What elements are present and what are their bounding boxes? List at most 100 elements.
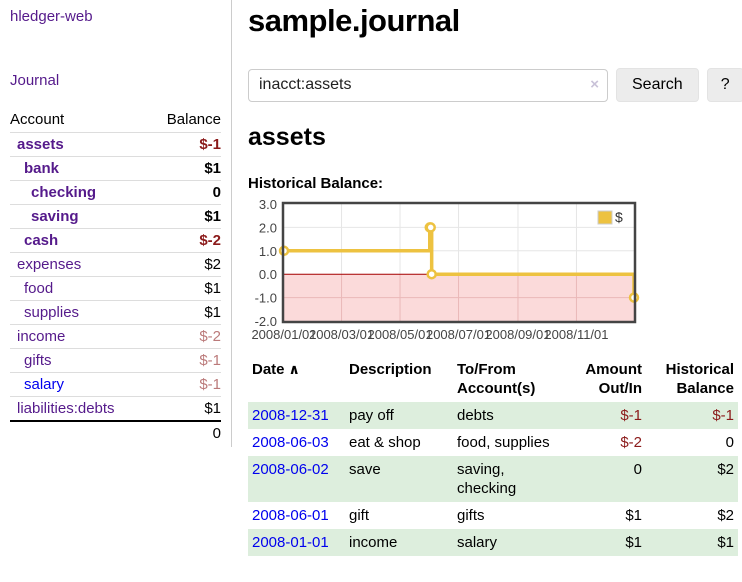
register-header-amount: Amount Out/In	[585, 361, 642, 397]
account-title: assets	[248, 123, 326, 151]
historical-balance-chart: $3.0 2.0 1.0 0.0 -1.0 -2.0 2008/01/01 2008/03/0…	[248, 197, 742, 345]
accounts-header-account: Account	[10, 108, 149, 133]
transaction-amount: $1	[625, 507, 642, 524]
clear-search-icon[interactable]: ×	[590, 75, 599, 93]
search-bar: × Search ?	[248, 68, 742, 102]
transaction-date-link[interactable]: 2008-01-01	[252, 534, 329, 551]
transaction-amount: $1	[566, 529, 646, 556]
svg-text:0.0: 0.0	[259, 267, 277, 282]
transaction-amount: $-1	[566, 402, 646, 429]
svg-text:1.0: 1.0	[259, 244, 277, 259]
account-link[interactable]: supplies	[24, 304, 80, 321]
account-link[interactable]: salary	[24, 376, 65, 393]
transaction-accounts: debts	[453, 402, 566, 429]
transaction-description: income	[345, 529, 453, 556]
account-link[interactable]: saving	[31, 208, 79, 225]
transaction-description: gift	[349, 507, 370, 524]
transaction-accounts: saving, checking	[453, 456, 566, 502]
transaction-date-link[interactable]: 2008-06-02	[252, 461, 329, 478]
accounts-total-row: 0	[10, 420, 221, 445]
register-row: 2008-06-03 eat & shop food, supplies $-2 0	[248, 429, 738, 456]
sidebar-item-journal[interactable]: Journal	[10, 72, 60, 89]
account-link[interactable]: food	[24, 280, 54, 297]
transaction-accounts: gifts	[457, 507, 485, 524]
svg-text:-2.0: -2.0	[255, 314, 277, 329]
account-row: cash $-2	[10, 228, 221, 253]
account-row: supplies $1	[10, 300, 221, 325]
register-header-accounts: To/From Account(s)	[457, 361, 536, 397]
account-balance: $1	[148, 300, 221, 325]
register-row: 2008-06-01 gift gifts $1 $2	[248, 502, 738, 529]
account-link[interactable]: cash	[24, 232, 59, 249]
svg-text:-1.0: -1.0	[255, 291, 277, 306]
app-window: hledger-web Journal Account Balance asse…	[10, 0, 742, 566]
svg-text:3.0: 3.0	[259, 197, 277, 212]
account-row: liabilities:debts $1	[10, 396, 221, 421]
svg-text:2.0: 2.0	[259, 220, 277, 235]
account-balance: $-2	[148, 228, 221, 253]
accounts-header-balance: Balance	[148, 108, 221, 133]
account-balance: $1	[148, 156, 221, 181]
account-link[interactable]: income	[17, 328, 66, 345]
svg-text:2008/01/01: 2008/01/01	[251, 327, 316, 342]
transaction-balance: $1	[646, 529, 738, 556]
transaction-description: save	[345, 456, 453, 502]
account-balance: $-1	[148, 372, 221, 397]
account-balance: $-1	[148, 132, 221, 157]
account-balance: $1	[148, 396, 221, 421]
svg-text:2008/03/01: 2008/03/01	[309, 327, 374, 342]
transaction-date-link[interactable]: 2008-06-03	[252, 434, 329, 451]
accounts-total-value: 0	[148, 420, 221, 445]
transaction-balance: $2	[717, 507, 734, 524]
account-link[interactable]: checking	[31, 184, 97, 201]
register-row: 2008-01-01 income salary $1 $1	[248, 529, 738, 556]
transaction-description: eat & shop	[349, 434, 421, 451]
svg-text:2008/11/01: 2008/11/01	[544, 327, 608, 342]
account-link[interactable]: assets	[17, 136, 64, 153]
transaction-amount: 0	[566, 456, 646, 502]
register-header-description: Description	[349, 361, 432, 378]
sort-ascending-icon: ∧	[288, 361, 300, 377]
svg-text:2008/05/01: 2008/05/01	[367, 327, 432, 342]
account-row: assets $-1	[10, 132, 221, 157]
account-row: expenses $2	[10, 252, 221, 277]
transaction-amount: $-2	[620, 434, 642, 451]
svg-text:$: $	[615, 209, 623, 225]
account-row: salary $-1	[10, 372, 221, 397]
page-title: sample.journal	[248, 3, 460, 38]
account-balance: $-2	[148, 324, 221, 349]
chart-label: Historical Balance:	[248, 175, 384, 192]
account-link[interactable]: liabilities:debts	[17, 400, 115, 417]
register-header-date[interactable]: Date ∧	[252, 361, 300, 378]
accounts-table: Account Balance assets $-1 bank $1 checking 0…	[10, 108, 221, 445]
account-link[interactable]: bank	[24, 160, 60, 177]
account-row: checking 0	[10, 180, 221, 205]
main-content: sample.journal × Search ? assets Histori…	[232, 0, 742, 566]
transaction-accounts: food, supplies	[457, 434, 550, 451]
transaction-date-link[interactable]: 2008-12-31	[252, 407, 329, 424]
register-table: Date ∧ Description To/From Account(s) Amo…	[248, 358, 738, 556]
account-row: income $-2	[10, 324, 221, 349]
transaction-balance: $2	[646, 456, 738, 502]
transaction-balance: $-1	[646, 402, 738, 429]
register-row: 2008-06-02 save saving, checking 0 $2	[248, 456, 738, 502]
account-balance: $-1	[148, 348, 221, 373]
register-row: 2008-12-31 pay off debts $-1 $-1	[248, 402, 738, 429]
account-balance: $1	[148, 276, 221, 301]
account-row: bank $1	[10, 156, 221, 181]
transaction-balance: 0	[725, 434, 734, 451]
transaction-accounts: salary	[453, 529, 566, 556]
search-input[interactable]	[248, 68, 608, 102]
account-link[interactable]: expenses	[17, 256, 82, 273]
transaction-date-link[interactable]: 2008-06-01	[252, 507, 329, 524]
svg-text:2008/07/01: 2008/07/01	[426, 327, 491, 342]
account-balance: $2	[148, 252, 221, 277]
brand-link[interactable]: hledger-web	[10, 8, 93, 25]
help-button[interactable]: ?	[706, 68, 742, 102]
transaction-description: pay off	[345, 402, 453, 429]
account-balance: 0	[148, 180, 221, 205]
account-link[interactable]: gifts	[24, 352, 52, 369]
account-row: gifts $-1	[10, 348, 221, 373]
search-button[interactable]: Search	[616, 68, 699, 102]
account-row: food $1	[10, 276, 221, 301]
